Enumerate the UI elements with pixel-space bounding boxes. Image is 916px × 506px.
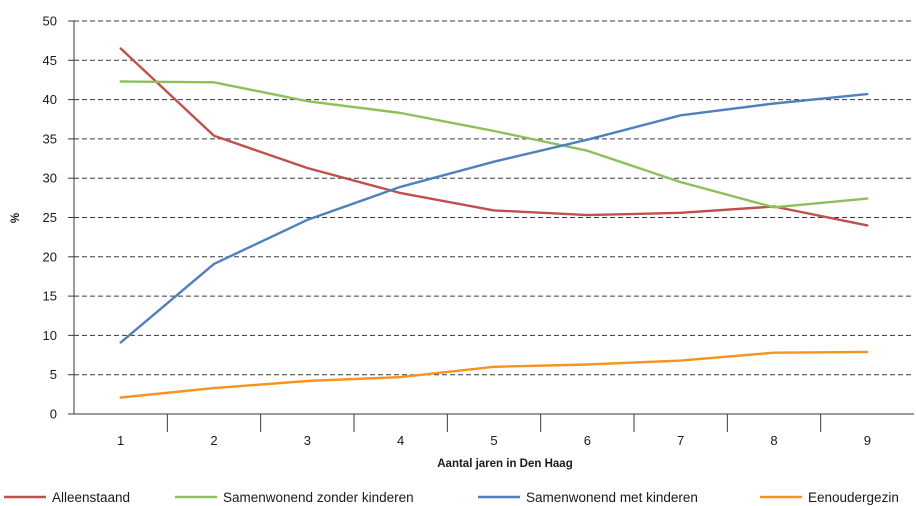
x-tick-label-8: 8 xyxy=(770,433,777,448)
y-tick-label-35: 35 xyxy=(43,131,57,146)
legend-label-samenwonend-met-kinderen: Samenwonend met kinderen xyxy=(526,490,698,505)
x-tick-label-1: 1 xyxy=(117,433,124,448)
x-tick-label-3: 3 xyxy=(304,433,311,448)
x-axis-title: Aantal jaren in Den Haag xyxy=(437,458,572,470)
legend-label-samenwonend-zonder-kinderen: Samenwonend zonder kinderen xyxy=(223,490,414,505)
y-tick-label-45: 45 xyxy=(43,53,57,68)
x-tick-label-6: 6 xyxy=(584,433,591,448)
legend-label-alleenstaand: Alleenstaand xyxy=(52,490,130,505)
y-tick-label-50: 50 xyxy=(43,14,57,29)
y-tick-label-20: 20 xyxy=(43,249,57,264)
x-tick-label-4: 4 xyxy=(397,433,404,448)
x-tick-label-9: 9 xyxy=(864,433,871,448)
y-tick-label-5: 5 xyxy=(50,367,57,382)
y-tick-label-25: 25 xyxy=(43,210,57,225)
series-lines xyxy=(119,47,869,399)
x-axis-ticks: 1 2 3 4 5 6 7 8 9 xyxy=(117,414,871,448)
series-line-eenoudergezin xyxy=(119,350,869,399)
series-line-alleenstaand xyxy=(119,47,869,227)
series-line-samenwonend-met-kinderen xyxy=(119,92,869,344)
legend: Alleenstaand Samenwonend zonder kinderen S… xyxy=(4,490,899,505)
y-tick-label-40: 40 xyxy=(43,92,57,107)
y-tick-label-10: 10 xyxy=(43,328,57,343)
y-axis-title: % xyxy=(10,213,22,223)
legend-label-eenoudergezin: Eenoudergezin xyxy=(808,490,899,505)
y-tick-label-15: 15 xyxy=(43,289,57,304)
y-axis-ticks: 0 5 10 15 20 25 30 35 40 45 50 xyxy=(43,14,74,422)
y-tick-label-0: 0 xyxy=(50,407,57,422)
x-tick-label-2: 2 xyxy=(210,433,217,448)
gridlines xyxy=(74,20,914,376)
x-tick-label-7: 7 xyxy=(677,433,684,448)
x-tick-label-5: 5 xyxy=(490,433,497,448)
y-tick-label-30: 30 xyxy=(43,171,57,186)
series-line-samenwonend-zonder-kinderen xyxy=(119,80,869,209)
